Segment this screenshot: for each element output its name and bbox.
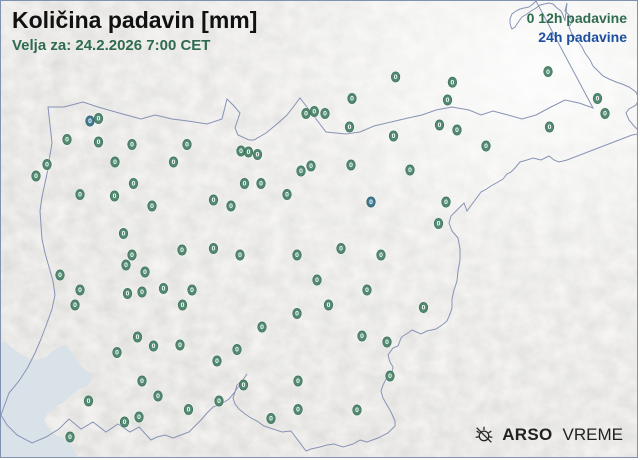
svg-text:0: 0 (315, 277, 319, 284)
svg-text:0: 0 (339, 246, 343, 253)
svg-text:0: 0 (124, 262, 128, 269)
svg-text:0: 0 (247, 149, 251, 156)
svg-text:0: 0 (235, 347, 239, 354)
svg-text:0: 0 (349, 162, 353, 169)
svg-text:0: 0 (217, 398, 221, 405)
svg-text:0: 0 (350, 96, 354, 103)
svg-text:0: 0 (143, 269, 147, 276)
svg-text:0: 0 (212, 246, 216, 253)
svg-text:0: 0 (348, 124, 352, 131)
svg-text:0: 0 (229, 203, 233, 210)
svg-text:0: 0 (312, 109, 316, 116)
svg-text:0: 0 (596, 96, 600, 103)
svg-text:0: 0 (140, 289, 144, 296)
svg-text:0: 0 (58, 272, 62, 279)
svg-text:0: 0 (365, 287, 369, 294)
svg-text:0: 0 (97, 139, 101, 146)
svg-text:0: 0 (394, 74, 398, 81)
svg-text:0: 0 (178, 342, 182, 349)
svg-text:0: 0 (87, 398, 91, 405)
svg-text:0: 0 (296, 378, 300, 385)
svg-text:0: 0 (242, 382, 246, 389)
svg-text:0: 0 (327, 302, 331, 309)
svg-text:0: 0 (546, 69, 550, 76)
svg-text:0: 0 (88, 118, 92, 125)
svg-text:0: 0 (408, 167, 412, 174)
svg-text:0: 0 (285, 192, 289, 199)
svg-text:0: 0 (304, 111, 308, 118)
svg-text:0: 0 (603, 111, 607, 118)
svg-text:0: 0 (385, 339, 389, 346)
svg-text:0: 0 (355, 407, 359, 414)
svg-text:0: 0 (388, 373, 392, 380)
svg-text:0: 0 (156, 393, 160, 400)
svg-text:0: 0 (379, 252, 383, 259)
svg-text:0: 0 (78, 192, 82, 199)
svg-text:0: 0 (484, 143, 488, 150)
svg-text:0: 0 (162, 286, 166, 293)
svg-text:0: 0 (422, 305, 426, 312)
svg-text:0: 0 (438, 122, 442, 129)
svg-text:0: 0 (260, 324, 264, 331)
svg-text:0: 0 (185, 142, 189, 149)
svg-text:0: 0 (180, 247, 184, 254)
svg-text:0: 0 (309, 163, 313, 170)
svg-text:0: 0 (256, 152, 260, 159)
svg-text:0: 0 (137, 414, 141, 421)
svg-text:0: 0 (97, 116, 101, 123)
svg-text:0: 0 (68, 434, 72, 441)
svg-text:0: 0 (296, 407, 300, 414)
svg-text:0: 0 (130, 252, 134, 259)
svg-text:0: 0 (548, 124, 552, 131)
svg-text:0: 0 (295, 252, 299, 259)
svg-text:0: 0 (215, 358, 219, 365)
svg-text:0: 0 (65, 137, 69, 144)
svg-text:0: 0 (190, 287, 194, 294)
svg-text:0: 0 (446, 97, 450, 104)
svg-text:0: 0 (123, 419, 127, 426)
svg-text:0: 0 (73, 302, 77, 309)
svg-text:0: 0 (78, 287, 82, 294)
svg-text:0: 0 (239, 148, 243, 155)
svg-text:0: 0 (444, 199, 448, 206)
svg-text:0: 0 (113, 193, 117, 200)
svg-text:0: 0 (150, 203, 154, 210)
svg-text:0: 0 (45, 162, 49, 169)
svg-text:0: 0 (140, 378, 144, 385)
svg-text:0: 0 (187, 407, 191, 414)
svg-text:0: 0 (323, 111, 327, 118)
svg-text:0: 0 (152, 343, 156, 350)
svg-text:0: 0 (259, 181, 263, 188)
svg-text:0: 0 (122, 231, 126, 238)
svg-text:0: 0 (212, 197, 216, 204)
svg-text:0: 0 (451, 79, 455, 86)
svg-text:0: 0 (34, 173, 38, 180)
svg-text:0: 0 (455, 127, 459, 134)
svg-text:0: 0 (113, 159, 117, 166)
svg-text:0: 0 (136, 334, 140, 341)
svg-text:0: 0 (130, 142, 134, 149)
svg-text:0: 0 (369, 199, 373, 206)
svg-text:0: 0 (238, 252, 242, 259)
svg-text:0: 0 (132, 181, 136, 188)
svg-text:0: 0 (392, 133, 396, 140)
svg-text:0: 0 (437, 221, 441, 228)
svg-text:0: 0 (299, 168, 303, 175)
svg-text:0: 0 (360, 333, 364, 340)
svg-text:0: 0 (172, 159, 176, 166)
svg-text:0: 0 (115, 350, 119, 357)
svg-text:0: 0 (269, 416, 273, 423)
svg-text:0: 0 (181, 302, 185, 309)
svg-text:0: 0 (243, 181, 247, 188)
svg-text:0: 0 (295, 311, 299, 318)
svg-text:0: 0 (126, 291, 130, 298)
